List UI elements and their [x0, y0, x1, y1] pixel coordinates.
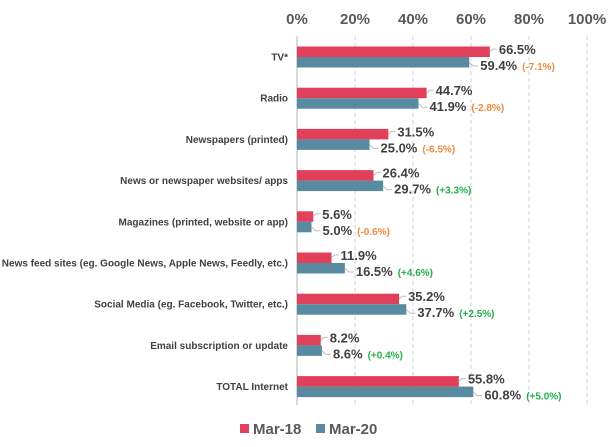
legend-swatch-mar-18 [240, 424, 249, 433]
bar-mar-20 [297, 57, 470, 68]
bar-mar-18 [297, 128, 389, 140]
leader-line [472, 391, 483, 397]
change-label: (-7.1%) [522, 62, 555, 73]
leader-line [320, 336, 328, 341]
change-label: (-2.8%) [471, 103, 504, 114]
data-label-mar-20: 8.6% [333, 346, 363, 361]
legend-swatch-mar-20 [316, 424, 325, 433]
data-label-mar-18: 55.8% [468, 372, 505, 387]
change-label: (-6.5%) [422, 144, 455, 155]
data-label-mar-20: 41.9% [430, 99, 467, 114]
category-label: Radio [260, 94, 288, 105]
data-label-mar-18: 5.6% [322, 207, 352, 222]
bar-mar-18 [297, 46, 490, 57]
data-label-mar-18: 11.9% [341, 248, 378, 263]
data-label-mar-18: 8.2% [330, 330, 360, 345]
data-label-mar-20: 29.7% [394, 182, 431, 197]
data-label-mar-18: 26.4% [383, 166, 420, 181]
bar-mar-18 [297, 87, 427, 99]
change-label: (+0.4%) [368, 350, 403, 361]
bar-mar-20 [297, 345, 322, 356]
data-label-mar-20: 59.4% [480, 58, 517, 73]
data-label-mar-20: 5.0% [323, 223, 353, 238]
leader-line [312, 213, 321, 217]
category-label: TV* [271, 53, 288, 64]
bar-mar-18 [297, 170, 374, 181]
bar-mar-20 [297, 139, 370, 150]
x-tick-label: 20% [340, 11, 370, 28]
bar-mar-20 [297, 98, 419, 109]
leader-line [382, 185, 393, 191]
leader-line [311, 226, 321, 232]
bar-mar-20 [297, 304, 407, 315]
data-label-mar-18: 31.5% [397, 124, 434, 139]
leader-line [344, 267, 354, 273]
category-label: Email subscription or update [150, 341, 288, 352]
bar-mar-18 [297, 334, 321, 346]
change-label: (+4.6%) [398, 268, 433, 279]
x-tick-label: 100% [568, 11, 606, 28]
bar-mar-20 [297, 221, 312, 233]
category-label: Magazines (printed, website or app) [119, 217, 288, 228]
category-label: Newspapers (printed) [186, 135, 288, 146]
leader-line [426, 89, 434, 94]
data-label-mar-20: 60.8% [484, 388, 521, 403]
data-label-mar-20: 25.0% [381, 140, 418, 155]
bar-mar-20 [297, 180, 384, 192]
data-label-mar-18: 44.7% [436, 83, 473, 98]
change-label: (-0.6%) [357, 227, 390, 238]
leader-line [418, 103, 428, 108]
data-label-mar-20: 37.7% [417, 305, 454, 320]
bar-mar-18 [297, 211, 314, 222]
bar-mar-18 [297, 252, 332, 263]
category-label: TOTAL Internet [216, 382, 288, 393]
x-tick-label: 80% [514, 11, 544, 28]
leader-line [369, 144, 379, 149]
leader-line [398, 295, 407, 300]
change-label: (+2.5%) [459, 309, 494, 320]
leader-line [373, 172, 381, 176]
bar-mar-20 [297, 263, 345, 274]
change-label: (+5.0%) [526, 392, 561, 403]
x-tick-label: 60% [456, 11, 486, 28]
leader-line [458, 378, 466, 382]
legend-label-mar-20: Mar-20 [329, 421, 377, 438]
x-tick-label: 40% [398, 11, 428, 28]
leader-line [489, 48, 497, 53]
bar-mar-20 [297, 386, 474, 398]
change-label: (+3.3%) [436, 186, 471, 197]
category-label: News or newspaper websites/ apps [120, 176, 288, 187]
leader-line [468, 61, 479, 67]
bar-mar-18 [297, 293, 400, 305]
x-tick-label: 0% [286, 11, 308, 28]
leader-line [405, 309, 416, 314]
leader-line [388, 130, 396, 135]
leader-line [331, 254, 339, 259]
data-label-mar-20: 16.5% [356, 264, 393, 279]
category-label: Social Media (eg. Facebook, Twitter, etc… [94, 300, 288, 311]
category-label: News feed sites (eg. Google News, Apple … [2, 259, 288, 270]
bar-mar-18 [297, 376, 459, 387]
data-label-mar-18: 35.2% [408, 289, 445, 304]
legend-label-mar-18: Mar-18 [253, 421, 301, 438]
leader-line [321, 350, 331, 355]
data-label-mar-18: 66.5% [499, 42, 536, 57]
